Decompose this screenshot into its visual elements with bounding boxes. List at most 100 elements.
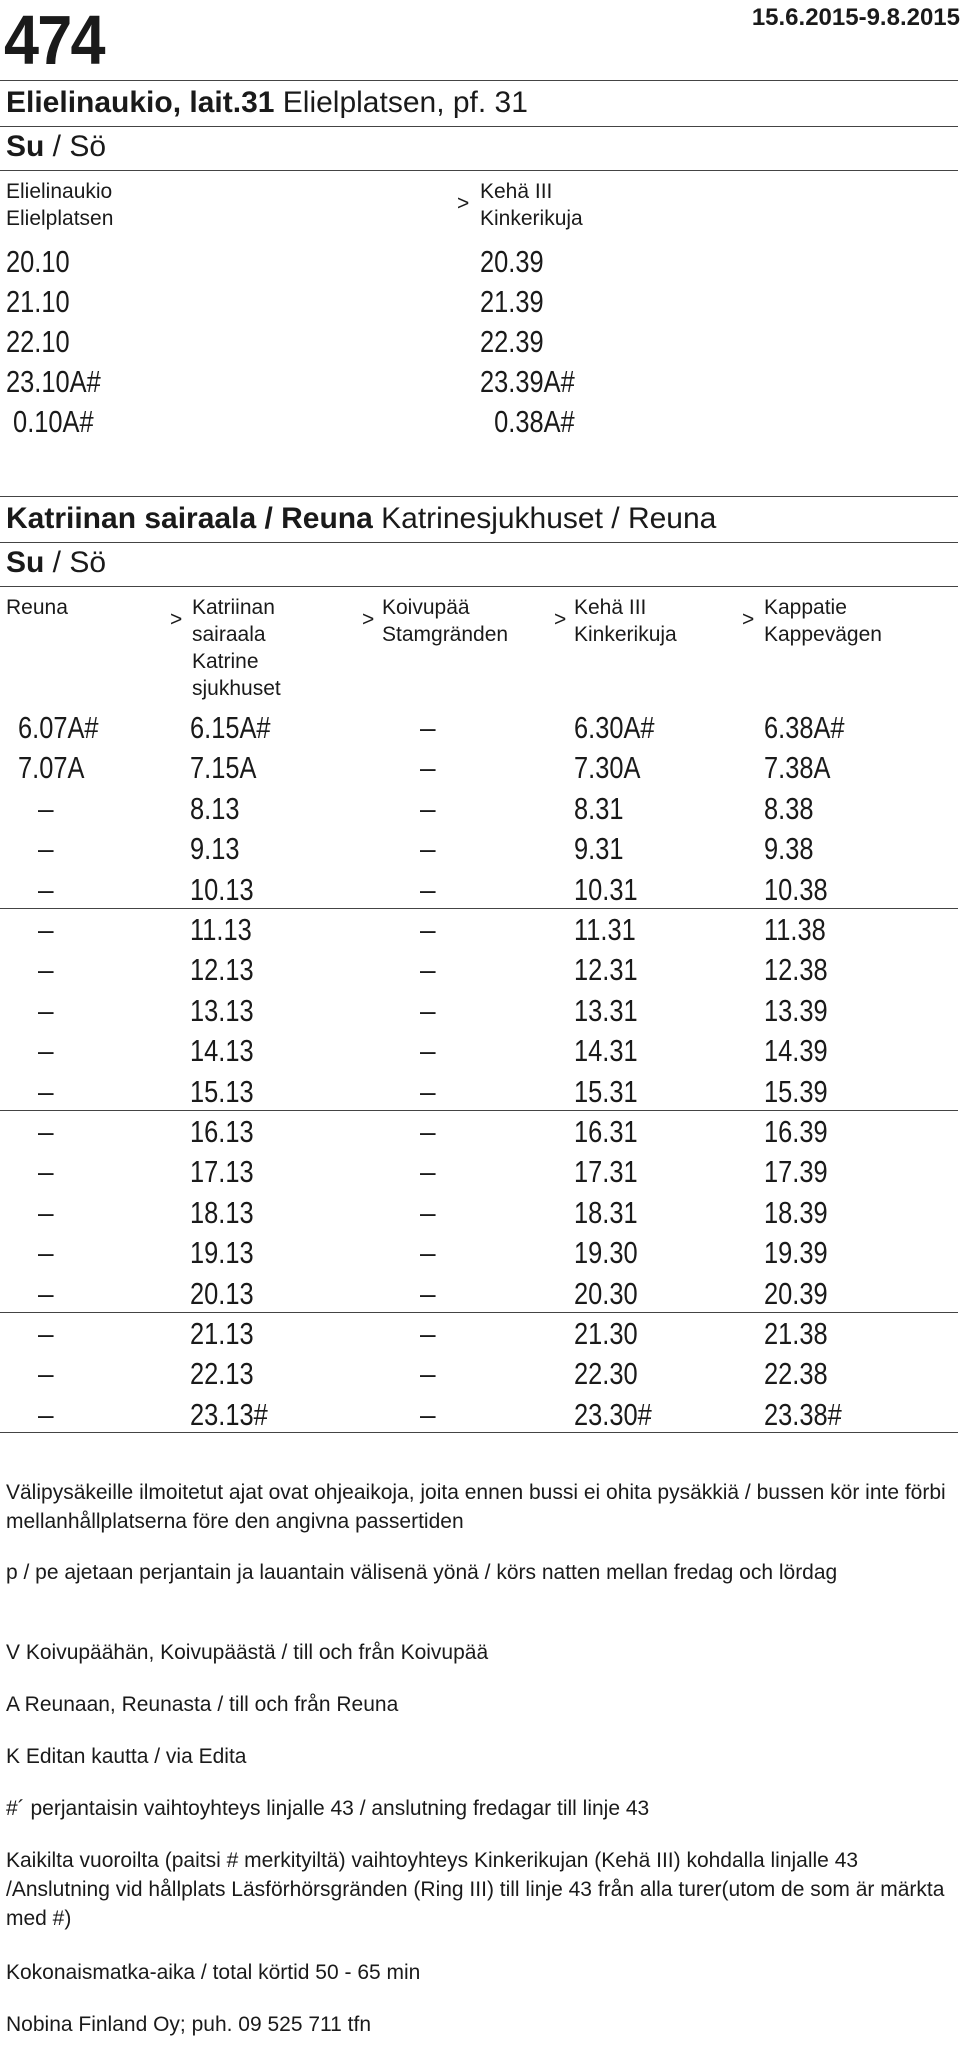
departure-time: 13.39 <box>764 992 828 1028</box>
departure-time: 19.39 <box>764 1235 828 1271</box>
departure-time: 22.13 <box>190 1356 254 1392</box>
stop-title-katriinan: Katriinan sairaala / Reuna Katrinesjukhu… <box>6 502 716 536</box>
departure-time: 15.31 <box>574 1073 638 1109</box>
departure-time: 17.13 <box>190 1154 254 1190</box>
departure-time: 7.30A <box>574 750 641 786</box>
no-departure-dash: – <box>420 1318 436 1349</box>
departure-time: 20.39 <box>480 244 544 279</box>
stop-title-elielinaukio: Elielinaukio, lait.31 Elielplatsen, pf. … <box>6 86 528 120</box>
divider <box>0 1432 958 1433</box>
column-header-line2: Kinkerikuja <box>480 207 583 230</box>
departure-time: 15.13 <box>190 1073 254 1109</box>
direction-arrow: > <box>742 608 755 631</box>
divider <box>0 170 958 171</box>
divider <box>0 542 958 543</box>
no-departure-dash: – <box>420 1196 436 1228</box>
day-label-bold: Su <box>6 130 45 163</box>
departure-time: 21.30 <box>574 1316 638 1351</box>
no-departure-dash: – <box>420 1398 436 1430</box>
departure-time: 19.13 <box>190 1235 254 1271</box>
departure-time: 20.10 <box>6 244 70 279</box>
column-header-line: sairaala <box>192 623 266 646</box>
route-number: 474 <box>4 1 106 79</box>
day-label-bold: Su <box>6 546 45 579</box>
footnote: V Koivupäähän, Koivupäästä / till och fr… <box>6 1641 489 1664</box>
no-departure-dash: – <box>420 954 436 986</box>
direction-arrow: > <box>362 608 375 631</box>
departure-time: 9.38 <box>764 831 814 867</box>
no-departure-dash: – <box>420 1358 436 1390</box>
direction-arrow: > <box>554 608 567 631</box>
departure-time: 19.30 <box>574 1235 638 1271</box>
column-header-line: sjukhuset <box>192 677 281 700</box>
departure-time: 13.31 <box>574 992 638 1028</box>
no-departure-dash: – <box>420 994 436 1026</box>
departure-time: 6.07A# <box>18 710 99 745</box>
divider <box>0 496 958 497</box>
column-header-line: Stamgränden <box>382 623 509 646</box>
no-departure-dash: – <box>420 1277 436 1309</box>
column-header-line: Reuna <box>6 596 68 619</box>
no-departure-dash: – <box>420 833 436 865</box>
departure-time: 23.10A# <box>6 364 101 399</box>
no-departure-dash: – <box>420 1075 436 1107</box>
column-header-line: Katriinan <box>192 596 275 619</box>
departure-time: 8.38 <box>764 790 814 826</box>
departure-time: 23.30# <box>574 1396 652 1432</box>
no-departure-dash: – <box>38 1398 54 1430</box>
no-departure-dash: – <box>38 1318 54 1349</box>
no-departure-dash: – <box>38 1358 54 1390</box>
footnote: Kokonaismatka-aika / total körtid 50 - 6… <box>6 1961 421 1984</box>
stop-title-rest: Katrinesjukhuset / Reuna <box>372 502 717 535</box>
stop-title-bold: Katriinan sairaala / Reuna <box>6 502 373 535</box>
departure-time: 22.30 <box>574 1356 638 1392</box>
no-departure-dash: – <box>38 914 54 945</box>
no-departure-dash: – <box>38 873 54 905</box>
no-departure-dash: – <box>420 1237 436 1269</box>
departure-time: 7.07A <box>18 750 85 786</box>
departure-time: 9.13 <box>190 831 240 867</box>
departure-time: 16.13 <box>190 1114 254 1149</box>
departure-time: 18.13 <box>190 1194 254 1230</box>
no-departure-dash: – <box>38 1075 54 1107</box>
departure-time: 14.13 <box>190 1033 254 1069</box>
footnote: Välipysäkeille ilmoitetut ajat ovat ohje… <box>6 1481 946 1533</box>
departure-time: 8.31 <box>574 790 624 826</box>
departure-time: 13.13 <box>190 992 254 1028</box>
departure-time: 7.38A <box>764 750 831 786</box>
departure-time: 14.39 <box>764 1033 828 1069</box>
departure-time: 21.38 <box>764 1316 828 1351</box>
departure-time: 15.39 <box>764 1073 828 1109</box>
divider <box>0 80 958 81</box>
no-departure-dash: – <box>420 792 436 824</box>
departure-time: 21.39 <box>480 284 544 319</box>
departure-time: 6.38A# <box>764 710 845 745</box>
departure-time: 7.15A <box>190 750 257 786</box>
day-label-rest: / Sö <box>44 546 107 579</box>
footnote: p / pe ajetaan perjantain ja lauantain v… <box>6 1561 838 1584</box>
departure-time: 17.39 <box>764 1154 828 1190</box>
departure-time: 21.13 <box>190 1316 254 1351</box>
departure-time: 12.13 <box>190 952 254 988</box>
departure-time: 11.13 <box>190 912 252 947</box>
departure-time: 0.10A# <box>6 404 94 439</box>
departure-time: 10.13 <box>190 871 254 907</box>
no-departure-dash: – <box>420 914 436 945</box>
column-header-line: Kappevägen <box>764 623 882 646</box>
no-departure-dash: – <box>38 994 54 1026</box>
no-departure-dash: – <box>38 1237 54 1269</box>
departure-time: 20.39 <box>764 1275 828 1311</box>
departure-time: 23.38# <box>764 1396 842 1432</box>
departure-time: 20.30 <box>574 1275 638 1311</box>
departure-time: 12.31 <box>574 952 638 988</box>
column-header-line1: Elielinaukio <box>6 180 113 203</box>
departure-time: 21.10 <box>6 284 70 319</box>
no-departure-dash: – <box>420 712 436 743</box>
no-departure-dash: – <box>420 1116 436 1147</box>
column-header-line1: Kehä III <box>480 180 553 203</box>
column-header-line: Kappatie <box>764 596 847 619</box>
divider <box>0 126 958 127</box>
stop-title-rest: Elielplatsen, pf. 31 <box>274 86 528 119</box>
departure-time: 17.31 <box>574 1154 638 1190</box>
departure-time: 9.31 <box>574 831 624 867</box>
